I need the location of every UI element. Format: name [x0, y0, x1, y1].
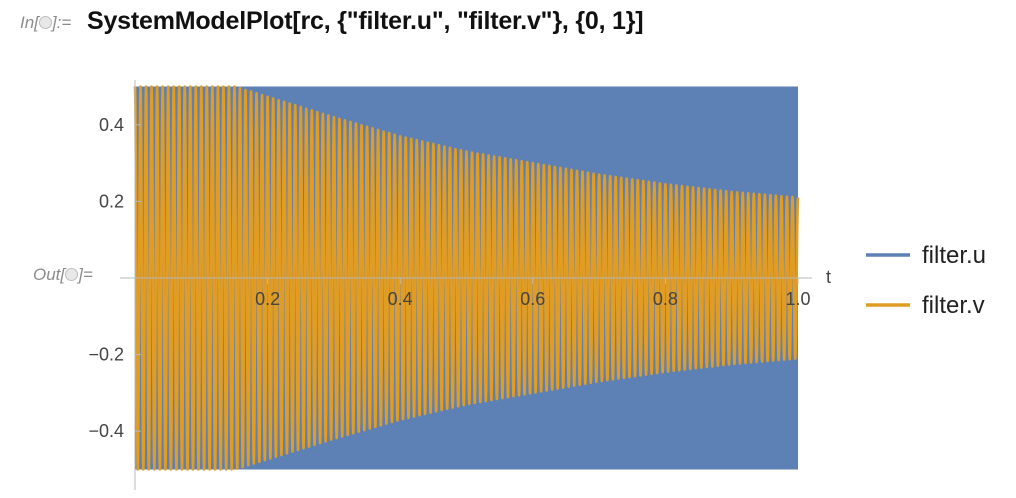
x-tick-label: 0.8: [653, 289, 678, 309]
input-code[interactable]: SystemModelPlot[rc, {"filter.u", "filter…: [87, 7, 644, 35]
input-cell-label: In[ ]:=: [20, 13, 71, 33]
x-axis-label: t: [826, 267, 831, 287]
x-tick-label: 0.2: [255, 289, 280, 309]
output-cell-label: Out[ ]=: [33, 265, 93, 285]
y-tick-label: −0.2: [88, 345, 124, 365]
y-tick-label: 0.2: [99, 191, 124, 211]
legend: filter.u filter.v: [866, 242, 986, 319]
axes: 0.2 0.4 0.6 0.8 1.0 t 0.4 0.2 −0.2 −0.4: [88, 80, 831, 490]
y-tick-label: −0.4: [88, 421, 124, 441]
x-tick-label: 0.6: [520, 289, 545, 309]
legend-item-filter-u-label: filter.u: [922, 242, 986, 269]
series-filter-v: [133, 85, 800, 471]
y-tick-label: 0.4: [99, 115, 124, 135]
in-suffix: ]:=: [51, 13, 72, 32]
in-prefix: In[: [20, 13, 39, 32]
legend-item-filter-v-label: filter.v: [922, 292, 985, 319]
x-tick-label: 0.4: [388, 289, 413, 309]
cell-dot-icon: [38, 16, 52, 29]
out-suffix: ]=: [78, 265, 93, 284]
out-prefix: Out[: [33, 265, 66, 284]
x-tick-label: 1.0: [785, 289, 810, 309]
cell-dot-icon: [65, 268, 79, 281]
